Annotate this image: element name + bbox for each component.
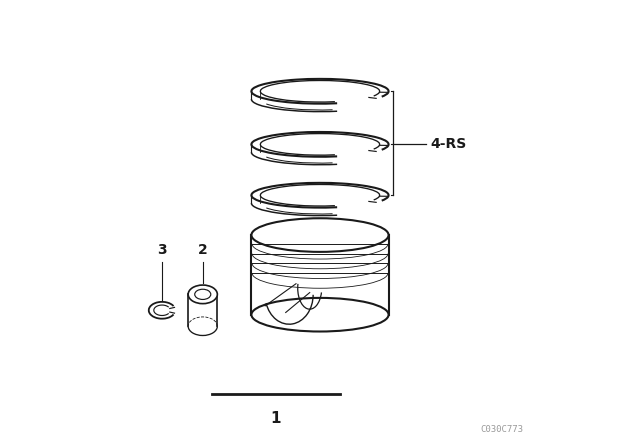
Text: 4-RS: 4-RS xyxy=(431,138,467,151)
Ellipse shape xyxy=(252,218,388,252)
Polygon shape xyxy=(252,235,388,314)
Ellipse shape xyxy=(195,289,211,299)
Text: 1: 1 xyxy=(271,411,281,426)
Ellipse shape xyxy=(188,285,218,304)
Text: 3: 3 xyxy=(157,243,167,257)
Ellipse shape xyxy=(252,298,388,332)
Text: C030C773: C030C773 xyxy=(481,425,524,434)
Text: 2: 2 xyxy=(198,243,207,257)
